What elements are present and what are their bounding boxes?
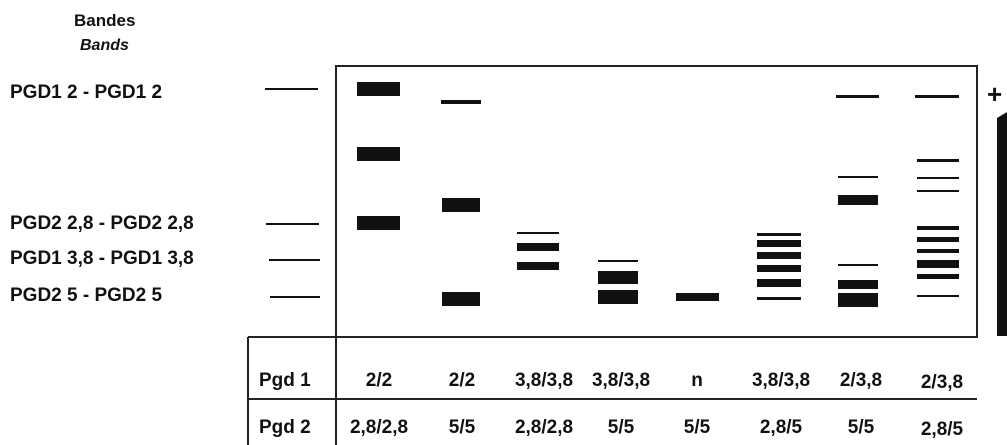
band (838, 293, 878, 307)
polarity-plus: + (987, 79, 1002, 109)
band (757, 297, 801, 300)
table-row-label-pgd1: Pgd 1 (259, 370, 311, 391)
table-cell: 2,8/5 (760, 417, 803, 438)
band (598, 271, 638, 284)
band (598, 290, 638, 304)
band (757, 279, 801, 287)
gel-frame (335, 65, 978, 338)
band (676, 293, 719, 301)
table-cell: 2,8/2,8 (515, 417, 573, 438)
table-row-pgd2: 2,8/2,8 5/5 2,8/2,8 5/5 5/5 2,8/5 5/5 2,… (350, 417, 964, 440)
band (917, 159, 959, 162)
band (598, 260, 638, 262)
table-cell: 5/5 (608, 417, 635, 438)
band (441, 100, 481, 104)
band-label-pgd2-5: PGD2 5 - PGD2 5 (10, 285, 162, 306)
table-cell: 5/5 (449, 417, 476, 438)
migration-wedge (997, 112, 1007, 336)
gel-bands (357, 82, 959, 307)
band (442, 198, 480, 212)
band (838, 264, 878, 266)
band (357, 216, 400, 230)
table-row-label-pgd2: Pgd 2 (259, 417, 311, 438)
band (517, 243, 559, 251)
band (757, 240, 801, 247)
band (442, 292, 480, 306)
header-title: Bandes (74, 11, 135, 30)
band (917, 274, 959, 279)
band (917, 295, 959, 297)
table-cell: 2/2 (366, 370, 392, 391)
band (838, 280, 878, 289)
band-label-pgd1-2: PGD1 2 - PGD1 2 (10, 82, 162, 103)
band (917, 190, 959, 192)
band (917, 237, 959, 242)
table-cell: 2,8/5 (921, 419, 964, 440)
genotype-table (247, 336, 977, 445)
table-cell: 3,8/3,8 (592, 370, 650, 391)
band (915, 95, 959, 98)
band (517, 262, 559, 270)
leader-lines (265, 88, 320, 298)
band-label-pgd2-2-8: PGD2 2,8 - PGD2 2,8 (10, 213, 194, 234)
table-row-pgd1: 2/2 2/2 3,8/3,8 3,8/3,8 n 3,8/3,8 2/3,8 … (366, 370, 963, 393)
band-label-pgd1-3-8: PGD1 3,8 - PGD1 3,8 (10, 248, 194, 269)
table-cell: n (691, 370, 703, 391)
band (357, 147, 400, 161)
band (836, 95, 879, 98)
table-cell: 2,8/2,8 (350, 417, 408, 438)
table-cell: 3,8/3,8 (752, 370, 810, 391)
table-cell: 2/2 (449, 370, 475, 391)
table-cell: 2/3,8 (840, 370, 882, 391)
band (838, 195, 878, 205)
band (757, 252, 801, 259)
band (357, 82, 400, 96)
header-subtitle: Bands (80, 37, 129, 54)
table-cell: 2/3,8 (921, 372, 963, 393)
band (517, 232, 559, 234)
band (917, 177, 959, 179)
band (757, 233, 801, 236)
band (757, 265, 801, 272)
band (917, 226, 959, 230)
band (838, 176, 878, 178)
table-cell: 5/5 (848, 417, 875, 438)
band (917, 249, 959, 253)
table-cell: 5/5 (684, 417, 711, 438)
band (917, 260, 959, 268)
table-cell: 3,8/3,8 (515, 370, 573, 391)
